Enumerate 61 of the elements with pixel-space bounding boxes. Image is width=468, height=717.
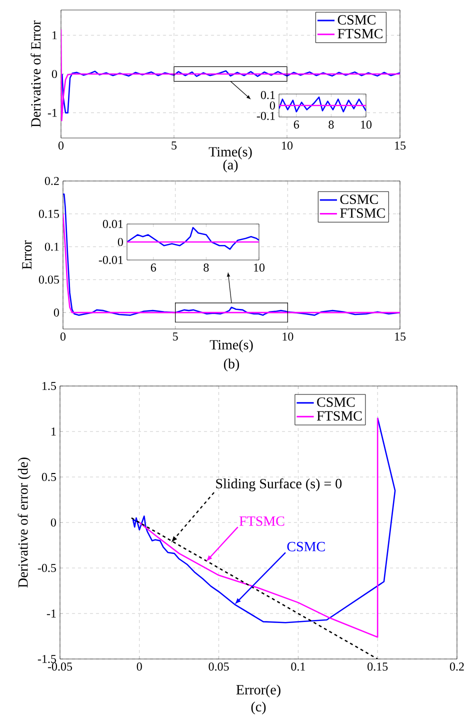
- legend-label: FTSMC: [338, 28, 382, 38]
- x-tick-label: 5: [173, 332, 178, 340]
- legend-label: FTSMC: [340, 208, 385, 218]
- y-tick-label: -0.5: [38, 564, 56, 572]
- legend-label: FTSMC: [316, 411, 362, 421]
- x-tick-label: 10: [282, 142, 293, 150]
- x-tick-label: 10: [282, 332, 294, 341]
- legend-label: CSMC: [338, 15, 376, 25]
- x-tick-label: 6: [294, 120, 300, 129]
- annotation: FTSMC: [239, 516, 284, 526]
- line-series: [278, 96, 366, 112]
- y-tick-label: -0.1: [256, 112, 275, 120]
- line-series: [61, 28, 400, 122]
- x-axis-title: Time(s): [208, 146, 252, 160]
- y-tick-label: 0.1: [44, 242, 59, 251]
- x-tick-label: 10: [254, 264, 265, 272]
- x-tick-label: 0: [60, 332, 66, 341]
- x-tick-label: 0.2: [450, 662, 464, 671]
- y-tick-label: 1: [52, 31, 57, 40]
- x-tick-label: 0.1: [291, 662, 305, 671]
- y-tick-label: 0: [54, 308, 59, 317]
- x-tick-label: 5: [172, 142, 177, 150]
- annotation: Sliding Surface (s) = 0: [216, 478, 342, 492]
- y-tick-label: 0.2: [44, 176, 59, 186]
- y-tick-label: 0: [270, 101, 275, 110]
- y-tick-label: 1: [52, 428, 56, 436]
- y-tick-label: 1.5: [42, 382, 56, 390]
- x-tick-label: 8: [328, 120, 334, 129]
- y-axis-title: Error: [22, 240, 32, 270]
- x-tick-label: 0.15: [368, 662, 388, 671]
- y-tick-label: 0.01: [102, 220, 123, 228]
- x-tick-label: 10: [361, 120, 372, 129]
- line-series: [61, 70, 400, 114]
- legend-label: CSMC: [340, 194, 378, 204]
- x-axis-title: Error(e): [236, 684, 280, 698]
- x-axis-title: Time(s): [210, 340, 253, 352]
- text: (a): [223, 160, 238, 172]
- y-tick-label: -1: [46, 610, 56, 618]
- x-tick-label: 8: [204, 264, 209, 272]
- x-tick-label: 6: [150, 264, 156, 272]
- y-tick-label: 0: [118, 238, 123, 246]
- x-tick-label: 0: [136, 662, 142, 671]
- y-axis-title: Derivative of Error: [30, 20, 41, 128]
- y-tick-label: 0.05: [38, 276, 59, 284]
- x-tick-label: 15: [395, 332, 406, 341]
- y-tick-label: 0: [52, 70, 57, 78]
- text: (b): [224, 358, 240, 372]
- y-tick-label: 0.15: [38, 210, 59, 218]
- y-tick-label: 0: [50, 518, 56, 527]
- y-tick-label: -1.5: [38, 654, 56, 664]
- y-axis-title: Derivative of error (de): [18, 458, 31, 588]
- y-tick-label: -1: [48, 108, 57, 117]
- x-tick-label: -0.05: [48, 662, 72, 671]
- legend-label: CSMC: [317, 397, 355, 407]
- x-tick-label: 0.05: [208, 662, 229, 671]
- text: (c): [251, 702, 266, 714]
- y-tick-label: -0.01: [98, 256, 123, 264]
- y-tick-label: 0.5: [42, 472, 56, 482]
- annotation: CSMC: [287, 542, 325, 552]
- x-tick-label: 15: [395, 142, 406, 150]
- y-tick-label: 0.1: [260, 90, 275, 100]
